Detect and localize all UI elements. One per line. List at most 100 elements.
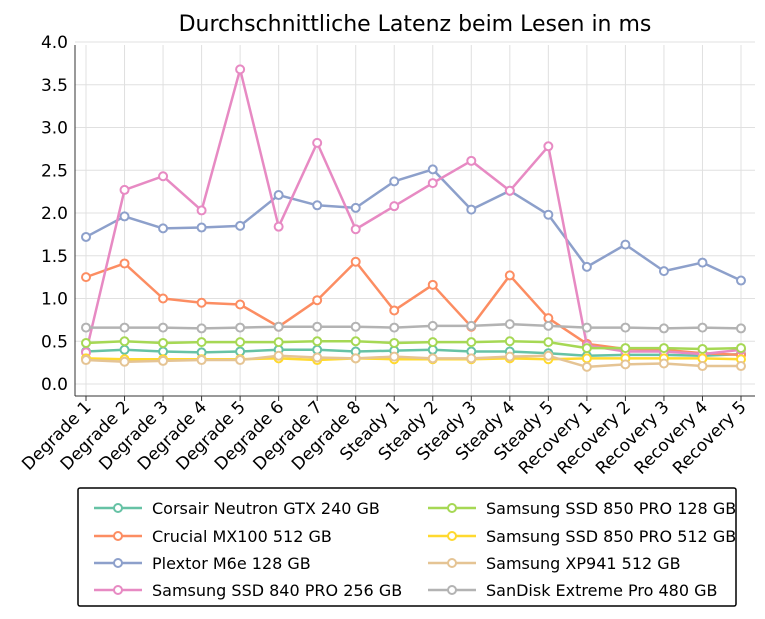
data-point	[543, 337, 554, 348]
y-tick-label: 2.0	[41, 204, 68, 224]
data-point	[273, 337, 284, 348]
data-point	[158, 223, 169, 234]
data-point	[389, 322, 400, 333]
y-tick-label: 1.0	[41, 290, 68, 310]
data-point	[427, 320, 438, 331]
data-point	[427, 337, 438, 348]
data-point	[697, 361, 708, 372]
data-point	[466, 353, 477, 364]
data-point	[389, 337, 400, 348]
data-point	[543, 209, 554, 220]
data-point	[81, 231, 91, 242]
data-point	[312, 200, 323, 211]
data-point	[466, 204, 477, 215]
data-point	[235, 355, 246, 366]
series-lines	[81, 64, 746, 372]
data-point	[119, 211, 130, 222]
data-point	[235, 322, 246, 333]
chart-title: Durchschnittliche Latenz beim Lesen in m…	[179, 12, 652, 37]
data-point	[81, 322, 91, 333]
legend-marker	[447, 531, 457, 541]
legend-marker	[447, 558, 457, 568]
data-point	[119, 258, 130, 269]
data-point	[119, 336, 130, 347]
data-point	[235, 299, 246, 310]
data-point	[119, 184, 130, 195]
legend-marker	[113, 531, 123, 541]
legend-box	[77, 487, 737, 607]
legend-label: SanDisk Extreme Pro 480 GB	[486, 581, 717, 600]
legend-label: Corsair Neutron GTX 240 GB	[152, 499, 380, 518]
data-point	[196, 355, 207, 366]
data-point	[736, 323, 746, 334]
series-samsung-ssd-840-pro-256-gb	[81, 64, 746, 360]
data-point	[466, 155, 477, 166]
data-point	[158, 293, 169, 304]
axes	[74, 45, 755, 401]
data-point	[389, 201, 400, 212]
data-point	[466, 320, 477, 331]
data-point	[81, 272, 91, 283]
series-samsung-ssd-850-pro-128-gb	[81, 336, 746, 354]
data-point	[581, 361, 592, 372]
data-point	[620, 343, 631, 354]
data-point	[658, 343, 669, 354]
data-point	[658, 358, 669, 369]
y-tick-label: 0.5	[41, 332, 68, 352]
legend-marker	[113, 558, 123, 568]
data-point	[466, 337, 477, 348]
data-point	[350, 336, 361, 347]
data-point	[736, 275, 746, 286]
data-point	[427, 178, 438, 189]
data-point	[196, 323, 207, 334]
series-line	[86, 322, 742, 330]
data-point	[389, 305, 400, 316]
data-point	[312, 295, 323, 306]
legend-marker	[113, 585, 123, 595]
y-tick-label: 1.5	[41, 247, 68, 267]
data-point	[273, 190, 284, 201]
data-point	[581, 353, 592, 364]
series-line	[85, 340, 742, 351]
data-point	[736, 343, 746, 354]
data-point	[350, 321, 361, 332]
y-tick-label: 2.5	[41, 161, 68, 181]
data-point	[504, 270, 515, 281]
data-point	[196, 222, 207, 233]
y-tick-label: 3.5	[41, 76, 68, 96]
legend: Corsair Neutron GTX 240 GB Crucial MX100 …	[77, 487, 737, 607]
data-point	[158, 171, 169, 182]
legend-marker	[447, 503, 457, 513]
data-point	[504, 351, 515, 362]
data-point	[504, 185, 515, 196]
data-point	[389, 351, 400, 362]
data-point	[543, 350, 554, 361]
data-point	[697, 322, 708, 333]
legend-marker	[447, 585, 457, 595]
y-tick-labels: 0.0 0.5 1.0 1.5 2.0 2.5 3.0 3.5 4.0	[41, 33, 68, 395]
data-point	[312, 352, 323, 363]
data-point	[235, 220, 246, 231]
series-line	[85, 354, 741, 369]
y-tick-label: 3.0	[41, 119, 68, 139]
data-point	[697, 257, 708, 268]
legend-label: Samsung SSD 840 PRO 256 GB	[152, 581, 402, 600]
data-point	[81, 355, 91, 366]
data-point	[543, 141, 554, 152]
data-point	[196, 297, 207, 308]
legend-label: Plextor M6e 128 GB	[152, 554, 311, 573]
data-point	[312, 137, 323, 148]
data-point	[427, 353, 438, 364]
legend-marker	[113, 503, 123, 513]
data-point	[620, 239, 631, 250]
series-sandisk-extreme-pro-480-gb	[81, 319, 746, 334]
data-point	[620, 322, 631, 333]
legend-label: Samsung SSD 850 PRO 512 GB	[486, 527, 736, 546]
legend-label: Crucial MX100 512 GB	[152, 527, 332, 546]
data-point	[427, 164, 438, 175]
data-point	[504, 336, 515, 347]
data-point	[158, 337, 169, 348]
